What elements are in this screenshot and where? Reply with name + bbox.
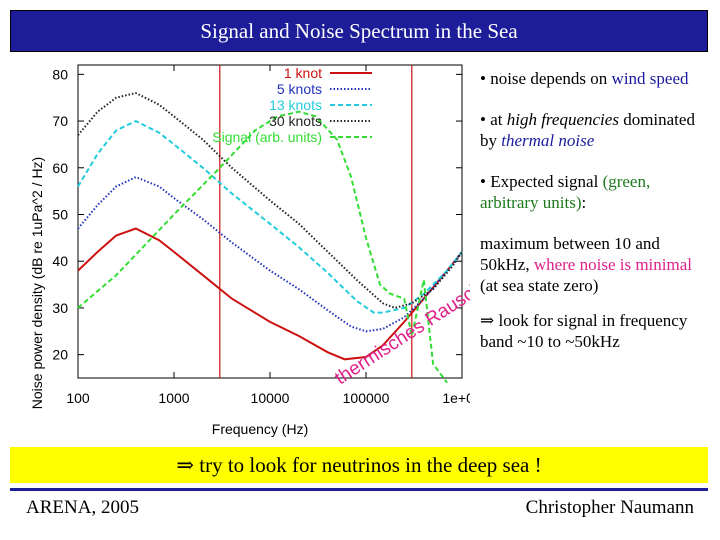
- conclusion-text: ⇒ try to look for neutrinos in the deep …: [176, 452, 542, 477]
- bullet-list: • noise depends on wind speed • at high …: [480, 68, 712, 372]
- title-bar: Signal and Noise Spectrum in the Sea: [10, 10, 708, 52]
- bullet-wind: • noise depends on wind speed: [480, 69, 689, 88]
- footer-author: Christopher Naumann: [525, 497, 694, 518]
- y-tick-label: 30: [52, 300, 68, 316]
- y-tick-label: 80: [52, 66, 68, 82]
- series-group: [77, 91, 463, 384]
- thermal-noise-text: thermal noise: [501, 131, 595, 150]
- y-tick-label: 70: [52, 113, 68, 129]
- x-tick-label: 1e+06: [442, 390, 470, 406]
- vertical-lines-group: [219, 65, 413, 378]
- noise-spectrum-chart: 100 1000 10000 100000 1e+06 20 30 40 50 60 70 80 th…: [29, 64, 470, 437]
- wind-speed-highlight: wind speed: [611, 69, 689, 88]
- x-axis-label: Frequency (Hz): [212, 421, 308, 437]
- series-line-4: [77, 110, 448, 384]
- y-tick-label: 20: [52, 347, 68, 363]
- x-tick-label: 100000: [343, 390, 390, 406]
- series-line-2: [77, 119, 463, 314]
- legend-label-4: Signal (arb. units): [212, 129, 322, 145]
- signal-highlight: (green, arbitrary units): [480, 172, 651, 212]
- legend-label-2: 13 knots: [269, 97, 322, 113]
- bullet-frequency-band: ⇒ look for signal in frequency band ~10 …: [480, 311, 688, 351]
- legend-label-0: 1 knot: [284, 65, 322, 81]
- bullet-signal: • Expected signal (green, arbitrary unit…: [480, 172, 651, 212]
- bullet-thermal: • at high frequencies dominated by therm…: [480, 110, 695, 150]
- y-axis-label: Noise power density (dB re 1uPa^2 / Hz): [29, 157, 45, 409]
- thermal-noise-annotation: thermisches Rauschen: [331, 266, 470, 389]
- footer-divider: [10, 488, 708, 491]
- x-tick-label: 10000: [251, 390, 290, 406]
- high-frequencies-text: high frequencies: [506, 110, 619, 129]
- axis-ticks-group: 100 1000 10000 100000 1e+06 20 30 40 50 60 70 80: [52, 65, 470, 406]
- y-tick-label: 60: [52, 160, 68, 176]
- noise-minimal-highlight: where noise is minimal: [533, 255, 692, 274]
- conclusion-banner: ⇒ try to look for neutrinos in the deep …: [10, 447, 708, 483]
- x-tick-label: 1000: [158, 390, 189, 406]
- y-tick-label: 50: [52, 206, 68, 222]
- legend-label-1: 5 knots: [277, 81, 322, 97]
- footer-event: ARENA, 2005: [26, 497, 139, 518]
- page-title: Signal and Noise Spectrum in the Sea: [200, 18, 518, 43]
- y-tick-label: 40: [52, 253, 68, 269]
- series-line-3: [77, 91, 463, 309]
- legend-label-3: 30 knots: [269, 113, 322, 129]
- x-tick-label: 100: [66, 390, 90, 406]
- bullet-maximum: maximum between 10 and 50kHz, where nois…: [480, 234, 692, 295]
